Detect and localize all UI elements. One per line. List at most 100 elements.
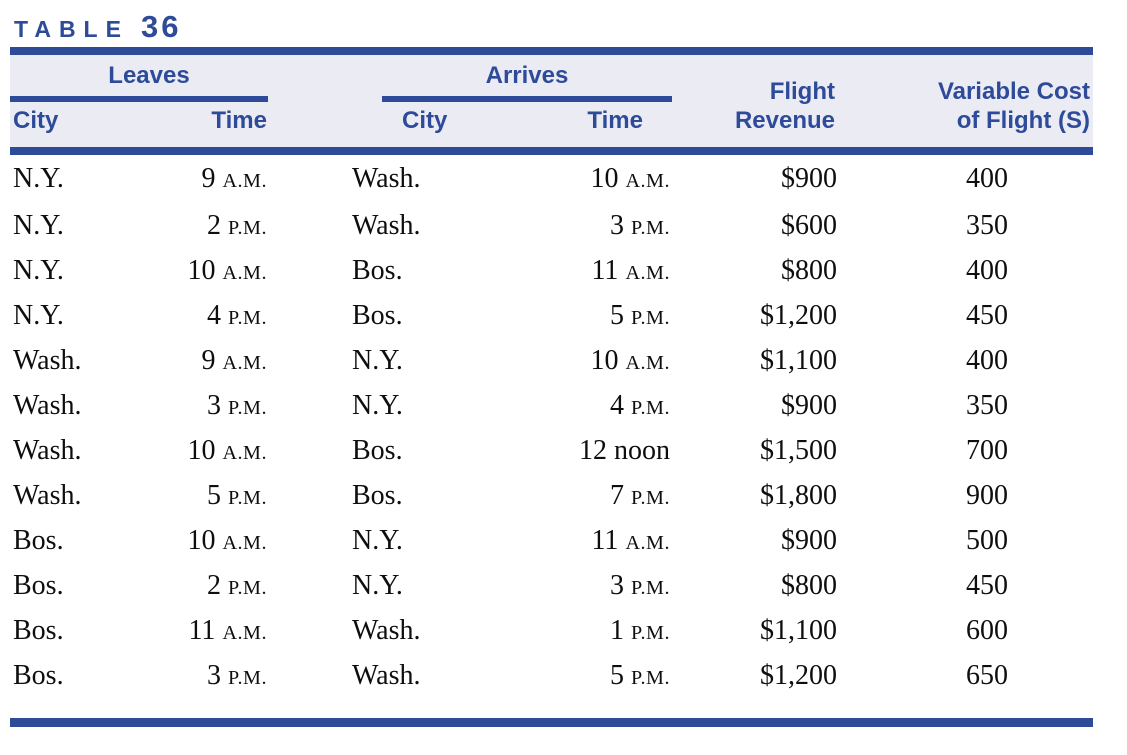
leaves-city-cell: N.Y. bbox=[10, 146, 160, 204]
arrives-time-header: Time bbox=[480, 101, 672, 151]
variable-cost-cell: 400 bbox=[837, 146, 1093, 204]
time-suffix: A.M. bbox=[222, 442, 267, 465]
leaves-city-cell: N.Y. bbox=[13, 210, 64, 242]
arrives-time-cell: 12 noon bbox=[480, 429, 672, 474]
flight-revenue-cell: $600 bbox=[781, 210, 837, 242]
variable-cost-cell: 650 bbox=[966, 660, 1008, 692]
arrives-time-cell: 1 P.M. bbox=[480, 609, 672, 654]
arrives-group-label: Arrives bbox=[382, 62, 672, 102]
time-number: 4 bbox=[610, 390, 625, 422]
leaves-city-cell: Wash. bbox=[13, 390, 82, 422]
leaves-city-cell: N.Y. bbox=[13, 255, 64, 287]
leaves-time-cell: 4 P.M. bbox=[160, 294, 268, 339]
variable-cost-cell: 350 bbox=[966, 210, 1008, 242]
leaves-time-cell: 11 A.M. bbox=[160, 609, 268, 654]
arrives-city-header: City bbox=[268, 101, 480, 151]
arrives-time-cell: 5 P.M. bbox=[480, 294, 672, 339]
table-row: Bos. 2 P.M. N.Y. 3 P.M. $800 450 bbox=[10, 564, 1093, 609]
table-row: Wash. 3 P.M. N.Y. 4 P.M. $900 350 bbox=[10, 384, 1093, 429]
time-suffix: P.M. bbox=[631, 667, 670, 690]
time-suffix: A.M. bbox=[625, 532, 670, 555]
time-suffix: P.M. bbox=[228, 577, 267, 600]
arrives-city-cell: Bos. bbox=[352, 300, 403, 332]
time-suffix: P.M. bbox=[631, 622, 670, 645]
arrives-city-cell: N.Y. bbox=[352, 345, 403, 377]
variable-cost-header: Variable Cost of Flight (S) bbox=[837, 55, 1093, 151]
time-suffix: P.M. bbox=[631, 487, 670, 510]
time-number: 11 bbox=[591, 255, 619, 287]
flight-revenue-cell: $900 bbox=[781, 390, 837, 422]
leaves-city-cell: N.Y. bbox=[13, 300, 64, 332]
flight-revenue-cell: $1,500 bbox=[760, 435, 837, 467]
arrives-time-cell: 4 P.M. bbox=[480, 384, 672, 429]
leaves-time-cell: 10 A.M. bbox=[160, 249, 268, 294]
arrives-time-cell: 3 P.M. bbox=[480, 204, 672, 249]
table-row: Bos. 11 A.M. Wash. 1 P.M. $1,100 600 bbox=[10, 609, 1093, 654]
variable-cost-cell: 700 bbox=[966, 435, 1008, 467]
arrives-city-cell: N.Y. bbox=[352, 570, 403, 602]
time-suffix: A.M. bbox=[222, 352, 267, 375]
time-suffix: P.M. bbox=[631, 217, 670, 240]
arrives-city-cell: Wash. bbox=[352, 615, 421, 647]
flight-revenue-cell: $800 bbox=[781, 570, 837, 602]
time-suffix: A.M. bbox=[625, 262, 670, 285]
time-suffix: P.M. bbox=[228, 307, 267, 330]
table-row: Wash. 5 P.M. Bos. 7 P.M. $1,800 900 bbox=[10, 474, 1093, 519]
time-suffix: noon bbox=[614, 435, 670, 467]
time-number: 2 bbox=[207, 570, 222, 602]
arrives-time-cell: 7 P.M. bbox=[480, 474, 672, 519]
arrives-city-cell: Bos. bbox=[352, 435, 403, 467]
leaves-time-cell: 10 A.M. bbox=[160, 519, 268, 564]
time-number: 3 bbox=[610, 570, 625, 602]
time-suffix: A.M. bbox=[625, 352, 670, 375]
variable-cost-cell: 600 bbox=[966, 615, 1008, 647]
table-row: N.Y. 4 P.M. Bos. 5 P.M. $1,200 450 bbox=[10, 294, 1093, 339]
table-row: Bos. 3 P.M. Wash. 5 P.M. $1,200 650 bbox=[10, 654, 1093, 699]
time-suffix: P.M. bbox=[228, 397, 267, 420]
time-number: 9 bbox=[201, 163, 216, 195]
arrives-city-cell: Wash. bbox=[352, 210, 421, 242]
time-suffix: A.M. bbox=[222, 170, 267, 193]
time-suffix: P.M. bbox=[228, 487, 267, 510]
time-number: 11 bbox=[591, 525, 619, 557]
leaves-city-cell: Wash. bbox=[13, 435, 82, 467]
leaves-time-cell: 3 P.M. bbox=[160, 384, 268, 429]
table-title-word: TABLE bbox=[14, 16, 129, 42]
table-header: Leaves Arrives Flight Revenue Variable C… bbox=[10, 55, 1093, 151]
time-number: 10 bbox=[187, 255, 216, 287]
table-row: Wash. 10 A.M. Bos. 12 noon $1,500 700 bbox=[10, 429, 1093, 474]
time-number: 4 bbox=[207, 300, 222, 332]
time-number: 2 bbox=[207, 210, 222, 242]
leaves-time-cell: 9 A.M. bbox=[160, 146, 268, 204]
time-number: 5 bbox=[610, 660, 625, 692]
time-number: 3 bbox=[610, 210, 625, 242]
arrives-group-header: Arrives bbox=[268, 55, 672, 102]
leaves-city-cell: Bos. bbox=[13, 615, 64, 647]
table-title-number: 36 bbox=[140, 9, 182, 44]
flight-schedule-table: Leaves Arrives Flight Revenue Variable C… bbox=[10, 55, 1093, 699]
time-suffix: P.M. bbox=[228, 667, 267, 690]
time-number: 5 bbox=[610, 300, 625, 332]
arrives-time-cell: 5 P.M. bbox=[480, 654, 672, 699]
flight-revenue-header-line2: Revenue bbox=[734, 106, 835, 134]
time-number: 1 bbox=[610, 615, 625, 647]
leaves-city-cell: Bos. bbox=[13, 570, 64, 602]
sub-header-row: City Time City Time bbox=[10, 101, 1093, 151]
time-number: 12 bbox=[579, 435, 607, 467]
leaves-group-header: Leaves bbox=[10, 55, 268, 102]
table-row: Bos. 10 A.M. N.Y. 11 A.M. $900 500 bbox=[10, 519, 1093, 564]
time-number: 7 bbox=[610, 480, 625, 512]
flight-revenue-header: Flight Revenue bbox=[672, 55, 837, 151]
arrives-city-cell: Wash. bbox=[352, 660, 421, 692]
variable-cost-header-line2: of Flight (S) bbox=[956, 106, 1090, 134]
variable-cost-cell: 400 bbox=[966, 255, 1008, 287]
flight-revenue-header-line1: Flight bbox=[769, 78, 835, 105]
table-row: N.Y. 10 A.M. Bos. 11 A.M. $800 400 bbox=[10, 249, 1093, 294]
leaves-time-cell: 9 A.M. bbox=[160, 339, 268, 384]
time-number: 9 bbox=[201, 345, 216, 377]
leaves-city-cell: Wash. bbox=[13, 345, 82, 377]
flight-revenue-cell: $800 bbox=[781, 255, 837, 287]
time-number: 10 bbox=[187, 435, 216, 467]
flight-revenue-cell: $1,100 bbox=[760, 615, 837, 647]
arrives-city-cell: Wash. bbox=[268, 146, 480, 204]
